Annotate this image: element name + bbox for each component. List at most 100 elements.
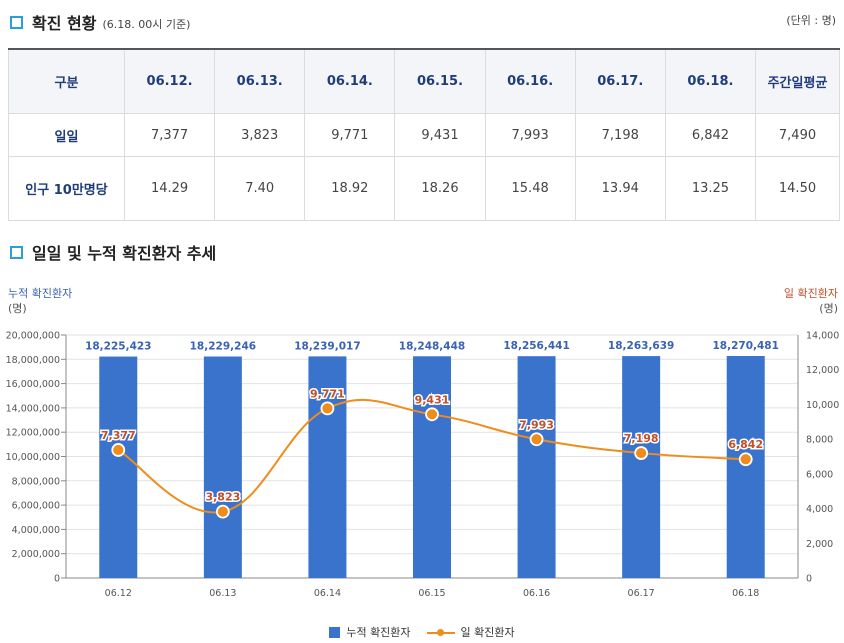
y-left-tick-label: 18,000,000: [6, 355, 60, 366]
left-axis-label: 누적 확진환자: [8, 287, 73, 300]
combo-chart: 0 2,000,000 4,000,000 6,000,000 8,000,000 10,…: [6, 331, 840, 600]
x-tick-label: 06.17: [628, 588, 655, 599]
table-cell: 7.40: [214, 156, 306, 221]
header-cell: 06.17.: [574, 48, 666, 114]
bar-data-label: 18,225,423: [85, 341, 151, 353]
y-left-tick-label: 2,000,000: [12, 549, 60, 560]
y-right-tick-label: 0: [806, 574, 812, 585]
square-bullet-icon: [10, 15, 23, 29]
table-cell: 7,993: [484, 113, 576, 157]
bar-data-label: 18,248,448: [399, 340, 465, 352]
row-label: 인구 10만명당: [8, 156, 125, 221]
header-cell: 06.18.: [664, 48, 757, 114]
y-left-tick-label: 10,000,000: [6, 452, 60, 463]
y-left-tick-label: 16,000,000: [6, 379, 60, 390]
x-tick-label: 06.15: [418, 588, 445, 599]
table-header-row: 구분 06.12. 06.13. 06.14. 06.15. 06.16. 06…: [8, 48, 840, 114]
unit-label: (단위 : 명): [786, 14, 836, 27]
y-left-tick-label: 8,000,000: [12, 476, 60, 487]
y-right-tick-label: 14,000: [806, 331, 839, 342]
x-tick-label: 06.12: [105, 588, 132, 599]
bar: [726, 356, 765, 578]
header-cell: 06.12.: [123, 48, 216, 114]
table-cell: 3,823: [214, 113, 306, 157]
table-cell: 14.50: [755, 156, 840, 221]
line-data-label: 9,771: [310, 387, 345, 400]
bar-data-label: 18,239,017: [294, 340, 360, 352]
y-right-tick-label: 6,000: [806, 469, 833, 480]
line-point: [634, 446, 649, 460]
legend-item-daily[interactable]: 일 확진환자: [426, 624, 515, 640]
header-cell: 06.15.: [394, 48, 486, 114]
bar: [517, 356, 556, 578]
table-row: 일일 7,377 3,823 9,771 9,431 7,993 7,198 6…: [8, 113, 840, 157]
table-cell: 7,377: [123, 113, 216, 157]
line-data-label: 7,377: [101, 429, 136, 442]
line-data-label: 9,431: [415, 393, 450, 406]
line-point: [529, 432, 544, 447]
table-cell: 13.94: [574, 156, 666, 221]
bar: [622, 356, 661, 578]
legend-label: 일 확진환자: [460, 626, 515, 639]
y-left-tick-label: 4,000,000: [12, 525, 60, 536]
section-header-status: 확진 현황 (6.18. 00시 기준): [10, 10, 190, 34]
legend-item-cumulative[interactable]: 누적 확진환자: [329, 624, 411, 640]
line-data-label: 7,993: [519, 418, 554, 431]
table-cell: 7,198: [574, 113, 666, 157]
header-cell: 06.13.: [214, 48, 306, 114]
y-left-tick-label: 6,000,000: [12, 501, 60, 512]
x-tick-label: 06.16: [523, 588, 550, 599]
line-data-label: 3,823: [205, 491, 240, 504]
table-cell: 15.48: [484, 156, 576, 221]
right-axis-label: 일 확진환자: [783, 287, 838, 300]
line-point: [425, 407, 439, 422]
table-cell: 18.92: [304, 156, 396, 221]
section-header-trend: 일일 및 누적 확진환자 추세: [10, 240, 216, 264]
bar-data-label: 18,229,246: [190, 341, 256, 353]
y-left-tick-label: 0: [54, 574, 60, 585]
header-cell: 구분: [8, 48, 125, 114]
table-cell: 9,431: [394, 113, 486, 157]
right-axis-unit: (명): [819, 302, 838, 315]
line-data-label: 6,842: [728, 438, 763, 451]
y-right-tick-label: 8,000: [806, 435, 833, 446]
section-subtitle: (6.18. 00시 기준): [102, 17, 191, 31]
legend-line-swatch: [426, 627, 455, 638]
bar-data-label: 18,270,481: [712, 340, 778, 352]
chart-section-title: 일일 및 누적 확진환자 추세: [32, 244, 217, 263]
y-left-tick-label: 14,000,000: [6, 403, 60, 414]
y-right-tick-label: 12,000: [806, 365, 839, 376]
y-right-tick-label: 2,000: [806, 539, 833, 550]
y-right-tick-label: 10,000: [806, 400, 839, 411]
line-data-label: 7,198: [624, 432, 659, 445]
header-cell: 06.16.: [484, 48, 576, 114]
bar-data-label: 18,256,441: [503, 340, 569, 352]
x-tick-label: 06.13: [209, 588, 236, 599]
right-axis-title: 일 확진환자 (명): [784, 286, 838, 316]
y-right-tick-label: 4,000: [806, 504, 833, 515]
table-cell: 18.26: [394, 156, 486, 221]
square-bullet-icon: [10, 245, 23, 259]
header-cell: 주간일평균: [755, 48, 840, 114]
legend-bar-swatch: [329, 626, 341, 638]
section-title: 확진 현황: [32, 14, 97, 33]
table-cell: 7,490: [755, 113, 840, 157]
y-left-tick-label: 20,000,000: [6, 331, 60, 342]
y-left-tick-label: 12,000,000: [6, 428, 60, 439]
bar: [308, 356, 347, 578]
bar: [99, 356, 138, 578]
x-tick-label: 06.18: [732, 588, 759, 599]
line-point: [320, 401, 335, 416]
left-axis-unit: (명): [8, 302, 27, 315]
table-cell: 13.25: [664, 156, 757, 221]
line-point: [215, 504, 230, 519]
bar-data-label: 18,263,639: [608, 340, 674, 352]
bar: [413, 356, 451, 578]
chart-legend: 누적 확진환자 일 확진환자: [0, 624, 844, 640]
table-row: 인구 10만명당 14.29 7.40 18.92 18.26 15.48 13…: [8, 156, 840, 221]
legend-label: 누적 확진환자: [346, 626, 411, 639]
line-point: [738, 452, 753, 467]
left-axis-title: 누적 확진환자 (명): [8, 286, 72, 316]
table-cell: 14.29: [123, 156, 216, 221]
table-cell: 9,771: [304, 113, 396, 157]
